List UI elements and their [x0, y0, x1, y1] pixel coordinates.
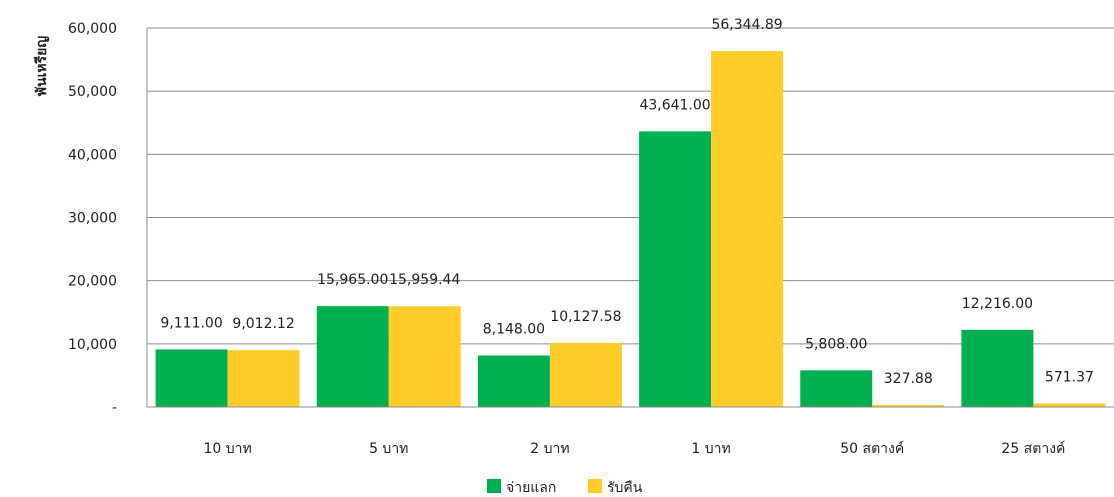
data-label: 15,965.00	[317, 272, 388, 288]
y-tick-label: 20,000	[68, 274, 117, 290]
bar	[1033, 403, 1106, 407]
x-tick-label: 1 บาท	[691, 441, 730, 457]
y-tick-label: 40,000	[68, 147, 117, 163]
x-tick-label: 25 สตางค์	[1001, 440, 1065, 457]
bar	[711, 51, 784, 408]
data-label: 15,959.44	[389, 272, 460, 288]
bar	[872, 404, 945, 407]
bar	[639, 131, 712, 407]
bar	[800, 370, 873, 407]
gridlines	[147, 27, 1114, 345]
data-label: 571.37	[1045, 369, 1094, 385]
bars	[155, 51, 1106, 408]
bar	[961, 329, 1034, 407]
y-tick-label: 60,000	[68, 21, 117, 37]
x-tick-label: 50 สตางค์	[840, 440, 904, 457]
y-tick-label: 30,000	[68, 211, 117, 227]
bar	[316, 306, 389, 407]
data-label: 5,808.00	[805, 336, 867, 352]
data-label: 10,127.58	[550, 309, 621, 325]
x-tick-label: 10 บาท	[203, 441, 251, 457]
y-tick-label: 50,000	[68, 84, 117, 100]
legend-swatch	[588, 479, 602, 493]
y-tick-label: 10,000	[68, 337, 117, 353]
bar	[477, 355, 550, 407]
data-label: 9,012.12	[232, 316, 294, 332]
y-axis-title: พันเหรียญ	[34, 36, 50, 97]
bar	[227, 350, 300, 407]
x-tick-label: 2 บาท	[530, 441, 569, 457]
data-label: 56,344.89	[711, 17, 782, 33]
bar	[549, 343, 622, 407]
data-label: 9,111.00	[160, 315, 222, 331]
data-labels: 9,111.00 9,012.12 15,965.00 15,959.44 8,148.…	[160, 17, 1094, 387]
axes: - 10,000 20,000 30,000 40,000 50,000 60,000 10 …	[68, 21, 1114, 457]
legend-label: รับคืน	[607, 480, 643, 496]
legend-swatch	[487, 479, 501, 493]
data-label: 12,216.00	[962, 296, 1033, 312]
x-tick-label: 5 บาท	[369, 441, 408, 457]
data-label: 327.88	[884, 371, 933, 387]
bar	[388, 306, 461, 407]
legend: จ่ายแลก รับคืน	[487, 479, 643, 496]
bar	[155, 349, 228, 407]
data-label: 8,148.00	[483, 322, 545, 338]
data-label: 43,641.00	[639, 97, 710, 113]
legend-label: จ่ายแลก	[506, 480, 556, 496]
y-tick-label: -	[112, 400, 117, 416]
